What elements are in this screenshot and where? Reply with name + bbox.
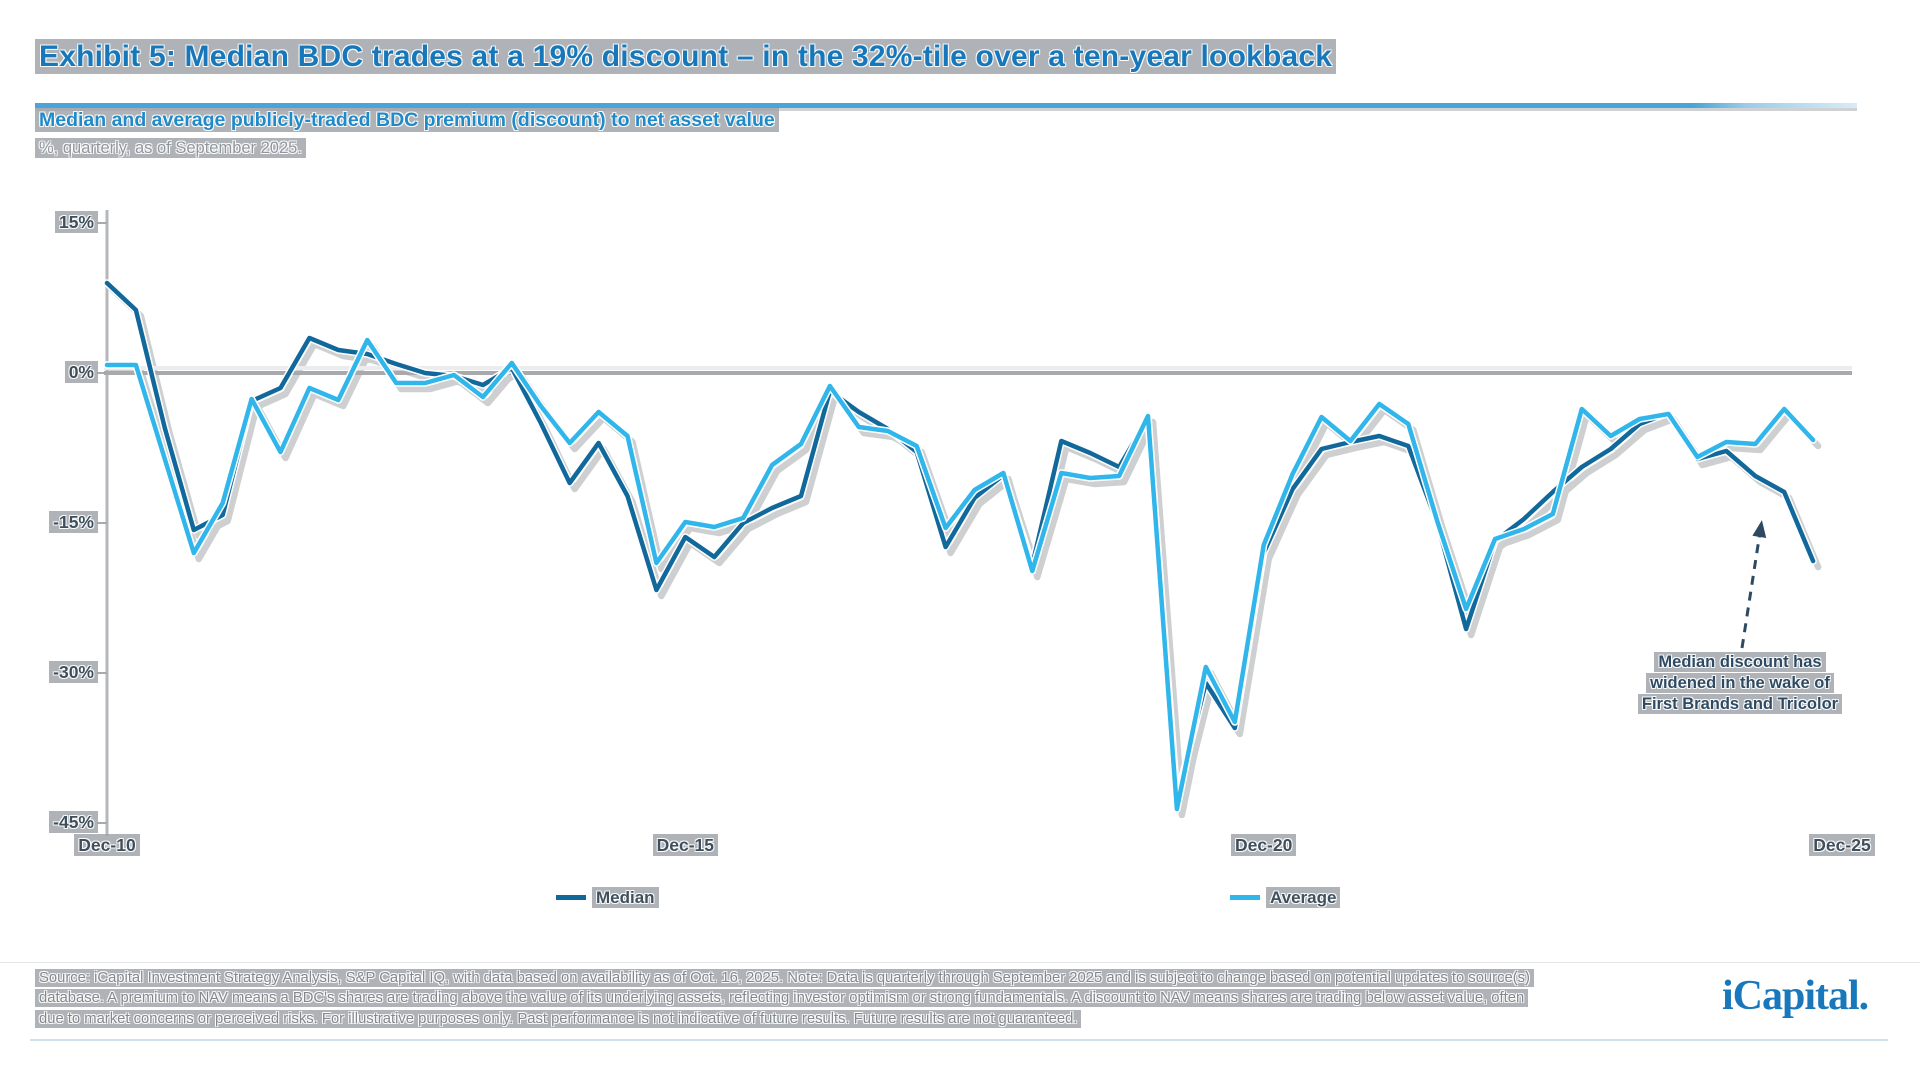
chart-caption: %, quarterly, as of September 2025. — [35, 138, 306, 158]
legend-label-average: Average — [1266, 887, 1341, 908]
data-series — [103, 279, 1817, 813]
bdc-premium-discount-chart — [97, 210, 1852, 836]
median-discount-annotation: Median discount has widened in the wake … — [1628, 652, 1852, 715]
x-tick-label: Dec-10 — [47, 834, 167, 856]
y-tick-label: -30% — [30, 661, 98, 683]
average-line-casing — [103, 336, 1817, 813]
y-tick-label: -15% — [30, 511, 98, 533]
x-tick-label: Dec-20 — [1204, 834, 1324, 856]
icapital-logo: iCapital. — [1722, 973, 1869, 1019]
y-tick-label: 15% — [30, 211, 98, 233]
source-line-1: Source: iCapital Investment Strategy Ana… — [35, 969, 1534, 987]
bottom-rule — [30, 1039, 1888, 1041]
legend-item-median: Median — [556, 887, 659, 908]
source-line-2: database. A premium to NAV means a BDC's… — [35, 989, 1529, 1008]
title-underline — [35, 103, 1857, 108]
x-tick-label: Dec-25 — [1782, 834, 1902, 856]
exhibit-title: Exhibit 5: Median BDC trades at a 19% di… — [35, 39, 1337, 74]
median-line — [104, 280, 1816, 801]
chart-subtitle: Median and average publicly-traded BDC p… — [35, 108, 779, 132]
median-line-swatch — [556, 895, 586, 900]
legend-label-median: Median — [592, 887, 659, 908]
average-line — [104, 337, 1816, 812]
y-tick-label: -45% — [30, 811, 98, 833]
legend-item-average: Average — [1230, 887, 1341, 908]
exhibit-title-text: Exhibit 5: Median BDC trades at a 19% di… — [35, 39, 1337, 74]
annotation-arrow — [1738, 520, 1767, 649]
average-line-swatch — [1230, 895, 1260, 900]
source-note: Source: iCapital Investment Strategy Ana… — [35, 969, 1590, 1030]
source-line-3: due to market concerns or perceived risk… — [35, 1009, 1082, 1028]
footer-divider — [0, 962, 1920, 963]
average-line-shadow — [108, 342, 1822, 819]
y-tick-label: 0% — [30, 361, 98, 383]
x-tick-label: Dec-15 — [625, 834, 745, 856]
